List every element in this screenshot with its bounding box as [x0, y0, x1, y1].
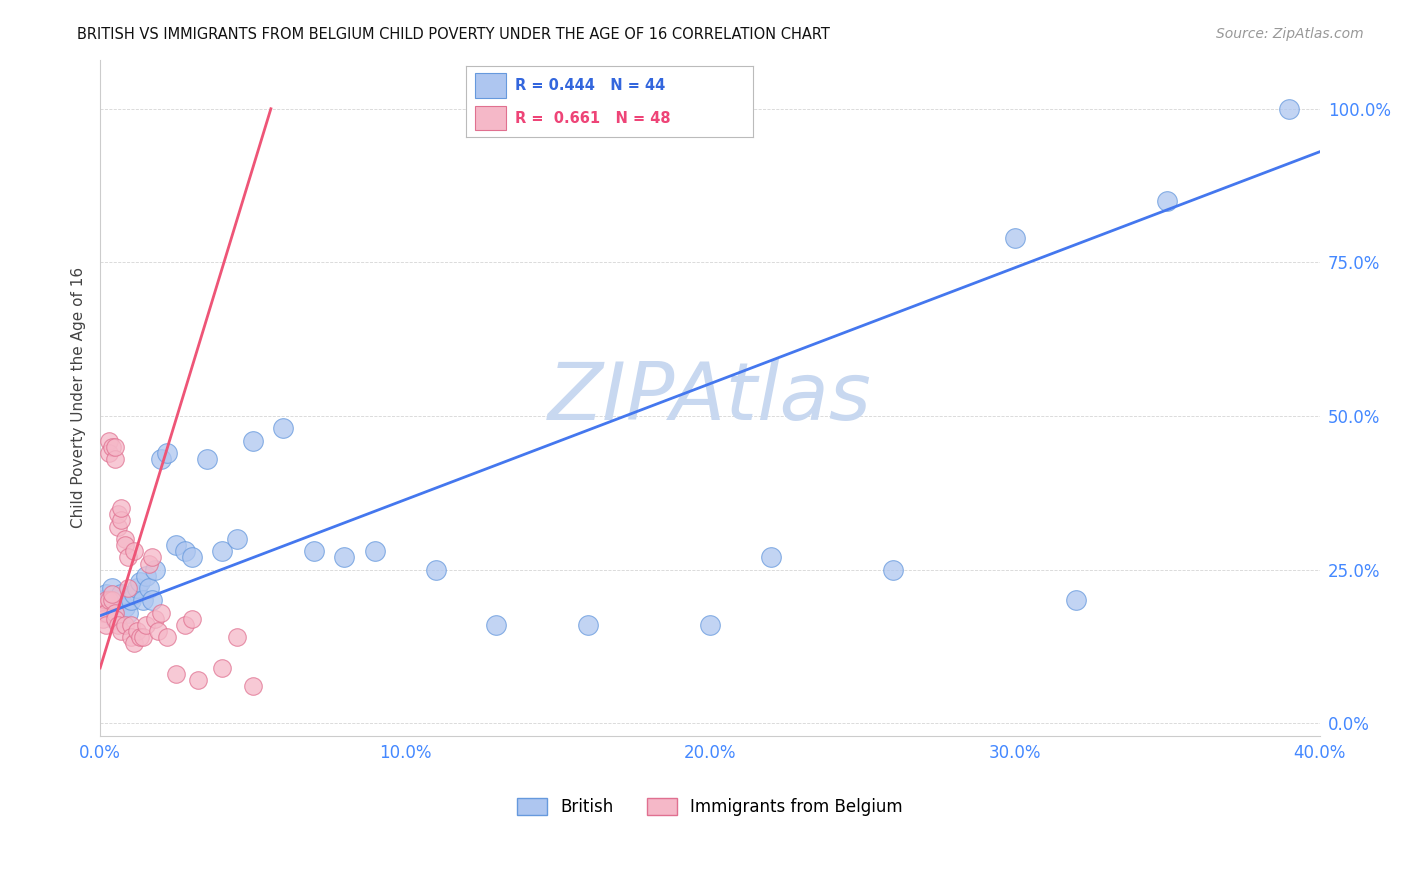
Point — [98, 606, 121, 620]
Point — [98, 434, 121, 448]
Point — [125, 624, 148, 639]
Point — [174, 544, 197, 558]
Point — [96, 606, 118, 620]
Point — [138, 557, 160, 571]
Y-axis label: Child Poverty Under the Age of 16: Child Poverty Under the Age of 16 — [72, 267, 86, 528]
Point — [135, 569, 157, 583]
Point — [110, 587, 132, 601]
Point — [363, 544, 385, 558]
Point — [271, 421, 294, 435]
Point — [110, 514, 132, 528]
Point — [101, 440, 124, 454]
Point — [187, 673, 209, 688]
Legend: British, Immigrants from Belgium: British, Immigrants from Belgium — [510, 791, 910, 822]
Point — [114, 532, 136, 546]
Point — [302, 544, 325, 558]
Point — [759, 550, 782, 565]
Point — [165, 538, 187, 552]
Point — [98, 593, 121, 607]
Point — [165, 667, 187, 681]
Point — [180, 612, 202, 626]
Point — [98, 446, 121, 460]
Point — [91, 599, 114, 614]
Point — [242, 434, 264, 448]
Point — [107, 618, 129, 632]
Point — [107, 519, 129, 533]
Text: BRITISH VS IMMIGRANTS FROM BELGIUM CHILD POVERTY UNDER THE AGE OF 16 CORRELATION: BRITISH VS IMMIGRANTS FROM BELGIUM CHILD… — [77, 27, 830, 42]
Point — [1004, 231, 1026, 245]
Point — [120, 630, 142, 644]
Point — [132, 593, 155, 607]
Point — [211, 544, 233, 558]
Point — [125, 581, 148, 595]
Point — [882, 563, 904, 577]
Point — [132, 630, 155, 644]
Point — [114, 618, 136, 632]
Point — [107, 508, 129, 522]
Point — [122, 587, 145, 601]
Point — [333, 550, 356, 565]
Point — [91, 606, 114, 620]
Point — [110, 624, 132, 639]
Point — [114, 538, 136, 552]
Point — [425, 563, 447, 577]
Point — [141, 593, 163, 607]
Point — [96, 599, 118, 614]
Point — [128, 574, 150, 589]
Point — [128, 630, 150, 644]
Point — [143, 563, 166, 577]
Point — [91, 593, 114, 607]
Point — [104, 440, 127, 454]
Point — [174, 618, 197, 632]
Point — [1064, 593, 1087, 607]
Point — [120, 593, 142, 607]
Point — [96, 618, 118, 632]
Point — [110, 501, 132, 516]
Point — [195, 452, 218, 467]
Point — [104, 612, 127, 626]
Point — [122, 636, 145, 650]
Text: Source: ZipAtlas.com: Source: ZipAtlas.com — [1216, 27, 1364, 41]
Point — [117, 606, 139, 620]
Point — [143, 612, 166, 626]
Point — [107, 593, 129, 607]
Point — [150, 606, 173, 620]
Point — [101, 593, 124, 607]
Point — [150, 452, 173, 467]
Point — [1278, 102, 1301, 116]
Point — [104, 606, 127, 620]
Point — [141, 550, 163, 565]
Point — [1156, 194, 1178, 208]
Point — [114, 599, 136, 614]
Point — [576, 618, 599, 632]
Point — [226, 630, 249, 644]
Text: ZIPAtlas: ZIPAtlas — [548, 359, 872, 436]
Point — [138, 581, 160, 595]
Point — [120, 618, 142, 632]
Point — [699, 618, 721, 632]
Point — [226, 532, 249, 546]
Point — [101, 587, 124, 601]
Point — [156, 446, 179, 460]
Point — [122, 544, 145, 558]
Point — [117, 581, 139, 595]
Point — [180, 550, 202, 565]
Point — [156, 630, 179, 644]
Point — [211, 661, 233, 675]
Point — [135, 618, 157, 632]
Point — [91, 612, 114, 626]
Point — [104, 599, 127, 614]
Point — [98, 593, 121, 607]
Point — [485, 618, 508, 632]
Point — [104, 612, 127, 626]
Point — [96, 593, 118, 607]
Point — [242, 680, 264, 694]
Point — [101, 581, 124, 595]
Point — [104, 452, 127, 467]
Point — [96, 587, 118, 601]
Point — [146, 624, 169, 639]
Point — [117, 550, 139, 565]
